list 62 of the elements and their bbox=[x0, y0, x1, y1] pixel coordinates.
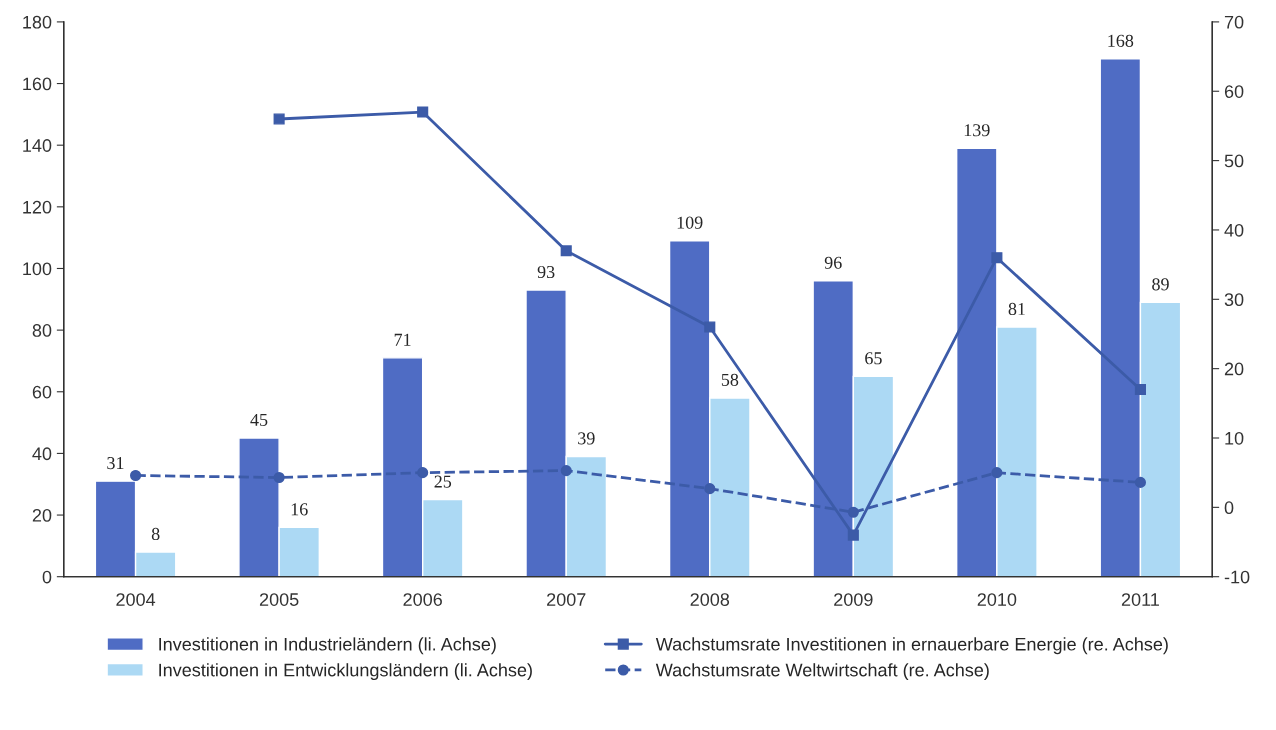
data-label: 96 bbox=[824, 256, 842, 269]
x-tick-label: 2011 bbox=[1121, 593, 1159, 606]
y2-tick-label: 60 bbox=[1224, 85, 1244, 98]
point bbox=[417, 467, 429, 479]
data-label: 25 bbox=[434, 475, 452, 488]
x-tick-label: 2005 bbox=[259, 593, 299, 606]
point bbox=[417, 106, 429, 118]
point bbox=[847, 529, 859, 541]
y2-tick-label: -10 bbox=[1224, 570, 1250, 584]
data-label: 93 bbox=[537, 265, 555, 279]
x-tick-label: 2008 bbox=[690, 593, 730, 606]
point bbox=[130, 469, 142, 482]
data-label: 109 bbox=[677, 216, 703, 229]
y-tick-label: 100 bbox=[23, 262, 52, 276]
y-tick-label: 60 bbox=[32, 385, 52, 399]
legend-label: Wachstumsrate Investitionen in ernauerbare Energie (re. Achse) bbox=[655, 637, 1168, 655]
data-label: 168 bbox=[1108, 34, 1134, 47]
data-label: 39 bbox=[578, 432, 595, 445]
legend-label: Wachstumsrate Weltwirtschaft (re. Achse) bbox=[655, 663, 989, 681]
data-label: 45 bbox=[250, 413, 268, 426]
y2-tick-label: 0 bbox=[1224, 501, 1234, 515]
point bbox=[991, 252, 1003, 264]
y-tick-label: 80 bbox=[32, 324, 52, 337]
point bbox=[560, 465, 572, 477]
point bbox=[704, 483, 716, 495]
data-label: 81 bbox=[1008, 302, 1025, 316]
point bbox=[1134, 476, 1146, 488]
y2-tick-label: 70 bbox=[1224, 15, 1244, 29]
data-label: 71 bbox=[394, 333, 411, 346]
legend-label: Investitionen in Industrieländern (li. Achse) bbox=[159, 637, 496, 655]
y2-tick-label: 40 bbox=[1224, 223, 1244, 237]
x-tick-label: 2007 bbox=[547, 593, 586, 606]
x-tick-label: 2009 bbox=[834, 593, 873, 606]
data-label: 31 bbox=[107, 457, 124, 470]
y-tick-label: 0 bbox=[42, 570, 52, 584]
y2-tick-label: 30 bbox=[1224, 293, 1244, 307]
data-label: 8 bbox=[151, 527, 160, 541]
point bbox=[704, 321, 716, 333]
point bbox=[560, 245, 572, 257]
y-tick-label: 160 bbox=[23, 77, 52, 91]
y-tick-label: 140 bbox=[23, 139, 52, 152]
y-tick-label: 120 bbox=[23, 200, 52, 214]
data-label: 16 bbox=[291, 503, 308, 516]
y-tick-label: 40 bbox=[32, 447, 52, 461]
data-label: 89 bbox=[1152, 278, 1169, 291]
point bbox=[273, 113, 285, 125]
y2-tick-label: 50 bbox=[1224, 154, 1244, 168]
data-label: 65 bbox=[865, 352, 882, 365]
data-label: 139 bbox=[964, 124, 990, 137]
point bbox=[991, 467, 1003, 479]
y2-tick-label: 20 bbox=[1224, 362, 1244, 376]
data-label: 58 bbox=[721, 373, 739, 386]
x-tick-label: 2010 bbox=[977, 593, 1017, 606]
y2-tick-label: 10 bbox=[1225, 431, 1244, 445]
point bbox=[847, 506, 859, 518]
legend-label: Investitionen in Entwicklungsländern (li. Achse) bbox=[159, 663, 532, 681]
point bbox=[1134, 383, 1146, 396]
y-tick-label: 20 bbox=[32, 508, 52, 522]
x-tick-label: 2004 bbox=[116, 593, 156, 606]
point bbox=[273, 471, 285, 484]
y-tick-label: 180 bbox=[23, 15, 52, 29]
x-tick-label: 2006 bbox=[403, 593, 442, 606]
